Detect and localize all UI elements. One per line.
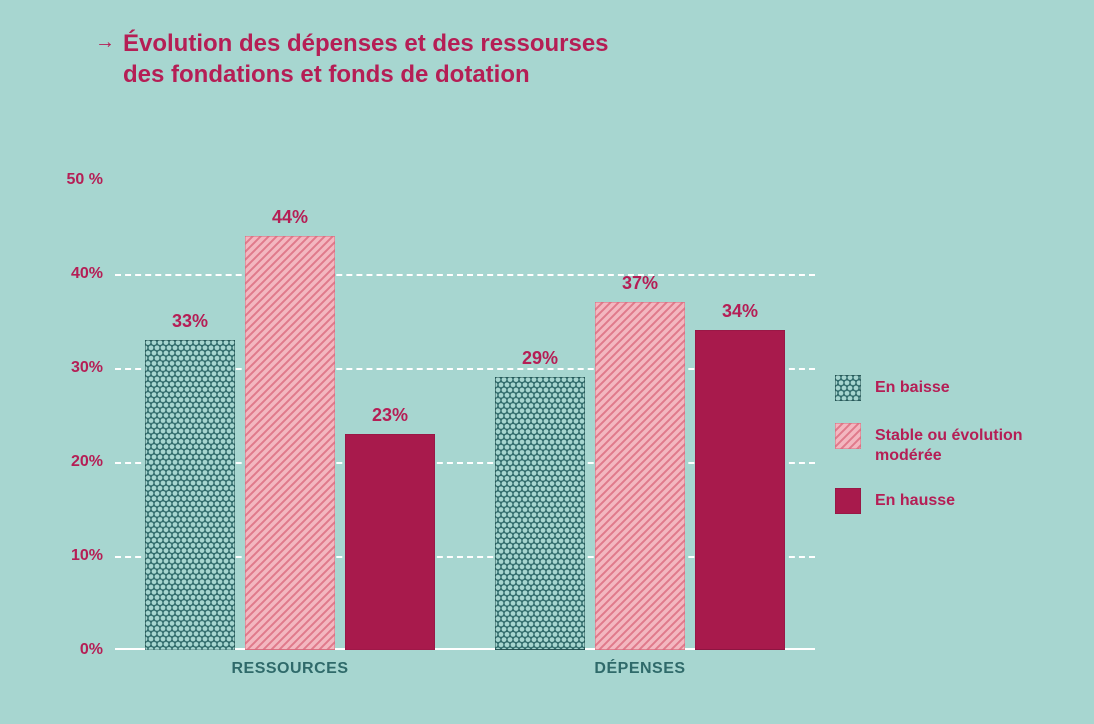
y-axis-tick-label: 30% xyxy=(71,359,115,377)
legend-label: En hausse xyxy=(875,488,955,511)
plot-area: 50 %0%10%20%30%40%33%44%23%RESSOURCES29%… xyxy=(115,180,815,650)
category-label-depenses: DÉPENSES xyxy=(594,650,685,678)
chart-canvas: → Évolution des dépenses et des ressours… xyxy=(0,0,1094,724)
bar-ressources-en_hausse: 23% xyxy=(345,434,435,650)
legend: En baisse Stable ou évolution modérée En h… xyxy=(835,375,1075,536)
legend-swatch-icon xyxy=(835,423,861,449)
bar-value-label: 23% xyxy=(372,405,408,434)
bar-ressources-stable: 44% xyxy=(245,236,335,650)
legend-swatch-icon xyxy=(835,375,861,401)
title-text: Évolution des dépenses et des ressourses… xyxy=(123,28,609,90)
legend-label: En baisse xyxy=(875,375,950,398)
bar-value-label: 44% xyxy=(272,207,308,236)
y-axis-tick-label: 40% xyxy=(71,265,115,283)
bar-ressources-en_baisse: 33% xyxy=(145,340,235,650)
title-line-1: Évolution des dépenses et des ressourses xyxy=(123,30,609,57)
title-arrow-icon: → xyxy=(95,31,115,54)
legend-item-en_baisse: En baisse xyxy=(835,375,1075,401)
category-label-ressources: RESSOURCES xyxy=(231,650,348,678)
bar-depenses-en_hausse: 34% xyxy=(695,330,785,650)
y-axis-tick-label: 0% xyxy=(80,641,115,659)
legend-item-stable: Stable ou évolution modérée xyxy=(835,423,1075,466)
title-line-2: des fondations et fonds de dotation xyxy=(123,61,530,88)
bar-depenses-en_baisse: 29% xyxy=(495,377,585,650)
y-axis-top-label: 50 % xyxy=(67,171,115,189)
legend-item-en_hausse: En hausse xyxy=(835,488,1075,514)
y-axis-tick-label: 10% xyxy=(71,547,115,565)
legend-label: Stable ou évolution modérée xyxy=(875,423,1075,466)
bar-depenses-stable: 37% xyxy=(595,302,685,650)
legend-swatch-icon xyxy=(835,488,861,514)
bar-value-label: 29% xyxy=(522,348,558,377)
gridline xyxy=(115,274,815,276)
chart-title: → Évolution des dépenses et des ressours… xyxy=(95,28,609,90)
bar-value-label: 34% xyxy=(722,301,758,330)
bar-value-label: 33% xyxy=(172,311,208,340)
y-axis-tick-label: 20% xyxy=(71,453,115,471)
bar-value-label: 37% xyxy=(622,273,658,302)
